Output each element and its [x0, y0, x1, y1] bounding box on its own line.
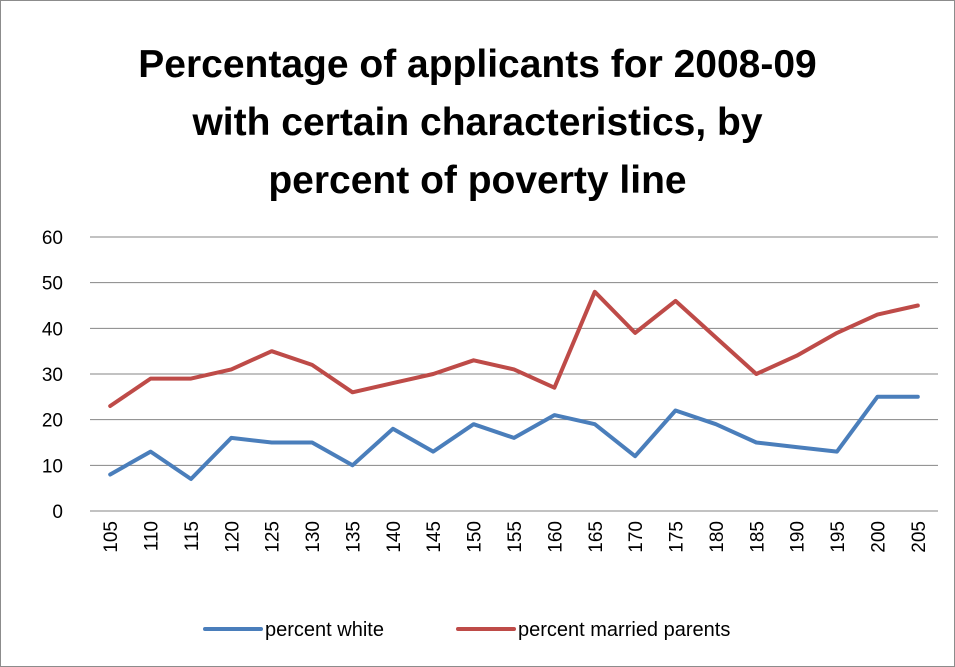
x-tick-label: 125 — [263, 521, 284, 553]
y-tick-label: 50 — [42, 274, 63, 295]
grid-lines — [90, 236, 938, 512]
chart-title-line-3: percent of poverty line — [268, 159, 687, 202]
x-tick-label: 110 — [142, 521, 163, 551]
y-tick-label: 0 — [52, 502, 63, 523]
y-axis-ticks: 0 10 20 30 40 50 60 — [42, 228, 63, 523]
x-tick-label: 140 — [384, 521, 405, 553]
x-tick-label: 145 — [424, 521, 445, 553]
x-axis-ticks: 105 110 115 120 125 130 135 140 145 150 155 160 165 1… — [101, 521, 930, 553]
x-tick-label: 155 — [505, 521, 526, 553]
y-tick-label: 60 — [42, 228, 63, 249]
chart-title-line-2: with certain characteristics, by — [192, 101, 763, 144]
legend: percent white percent married parents — [203, 619, 730, 641]
series-line-percent-white — [108, 394, 920, 481]
x-tick-label: 205 — [909, 521, 930, 553]
chart-title: Percentage of applicants for 2008-09 wit… — [0, 36, 955, 210]
x-tick-label: 170 — [626, 521, 647, 553]
x-tick-label: 115 — [182, 521, 203, 551]
x-tick-label: 195 — [828, 521, 849, 553]
chart-title-line-1: Percentage of applicants for 2008-09 — [138, 43, 817, 86]
x-tick-label: 175 — [667, 521, 688, 553]
x-tick-label: 120 — [222, 521, 243, 553]
series-lines — [108, 289, 920, 481]
legend-label: percent married parents — [518, 619, 730, 641]
x-tick-label: 165 — [586, 521, 607, 553]
x-tick-label: 180 — [707, 521, 728, 553]
y-tick-label: 20 — [42, 411, 63, 432]
x-tick-label: 200 — [868, 521, 889, 553]
y-tick-label: 40 — [42, 319, 63, 340]
y-tick-label: 10 — [42, 456, 63, 477]
y-tick-label: 30 — [42, 365, 63, 386]
x-tick-label: 190 — [788, 521, 809, 553]
x-tick-label: 130 — [303, 521, 324, 553]
x-tick-label: 105 — [101, 521, 122, 553]
legend-label: percent white — [265, 619, 384, 641]
x-tick-label: 135 — [343, 521, 364, 553]
x-tick-label: 160 — [545, 521, 566, 553]
series-line-percent-married-parents — [108, 289, 920, 408]
x-tick-label: 185 — [747, 521, 768, 553]
x-tick-label: 150 — [465, 521, 486, 553]
